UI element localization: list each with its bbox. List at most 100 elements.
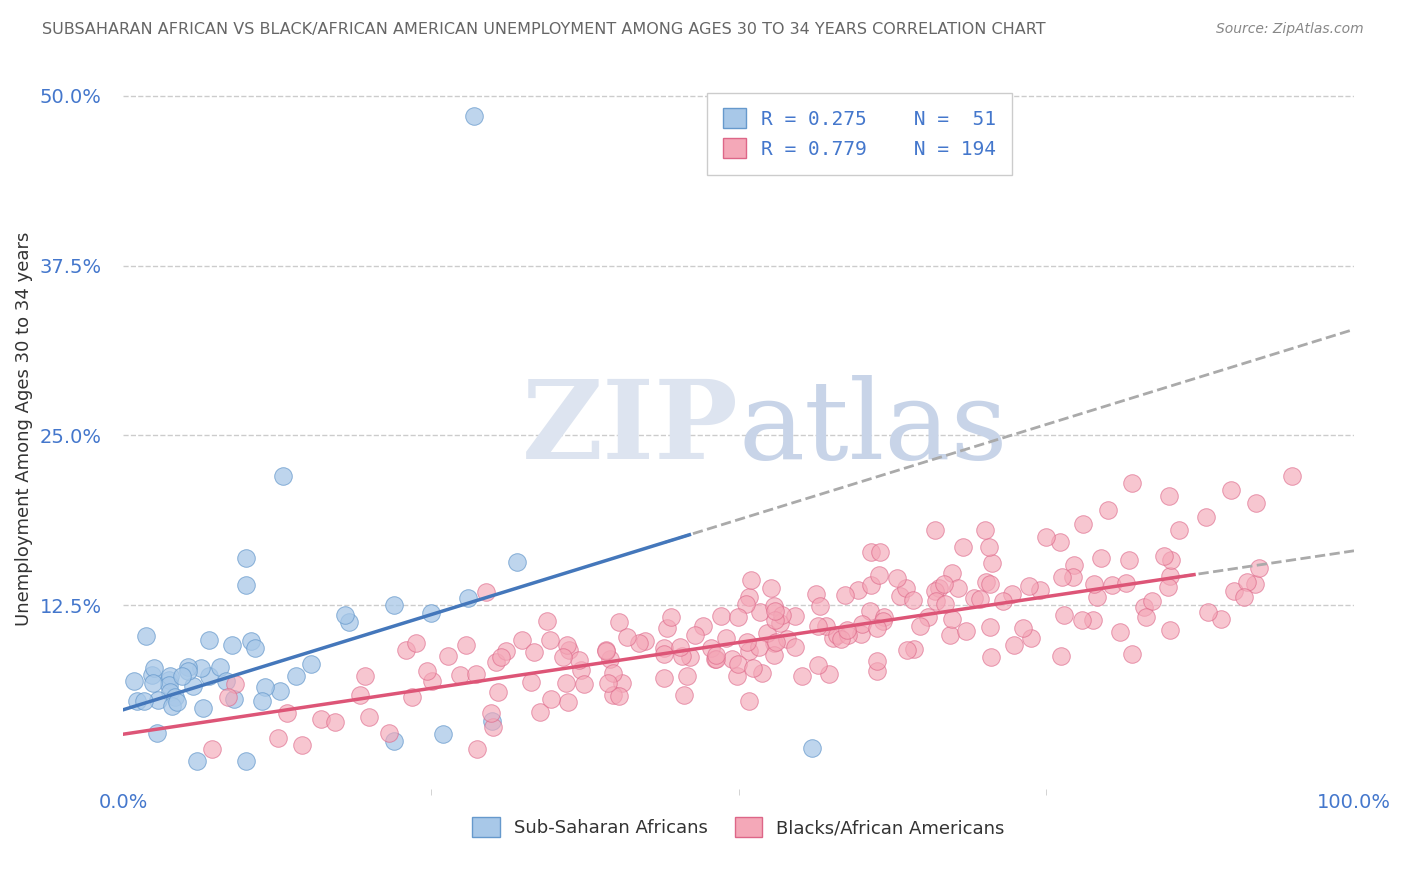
- Point: [465, 742, 488, 756]
- Point: [520, 674, 543, 689]
- Point: [401, 690, 423, 704]
- Point: [170, 669, 193, 683]
- Point: [405, 635, 427, 649]
- Point: [974, 575, 997, 590]
- Point: [817, 666, 839, 681]
- Point: [703, 652, 725, 666]
- Point: [181, 679, 204, 693]
- Point: [1281, 469, 1303, 483]
- Point: [1070, 613, 1092, 627]
- Point: [125, 694, 148, 708]
- Point: [201, 741, 224, 756]
- Point: [1135, 610, 1157, 624]
- Point: [963, 591, 986, 606]
- Point: [349, 688, 371, 702]
- Point: [536, 614, 558, 628]
- Point: [569, 663, 592, 677]
- Point: [607, 615, 630, 629]
- Point: [1118, 553, 1140, 567]
- Point: [395, 643, 418, 657]
- Point: [837, 628, 859, 642]
- Point: [1018, 579, 1040, 593]
- Point: [704, 648, 727, 662]
- Point: [1160, 553, 1182, 567]
- Point: [830, 632, 852, 646]
- Point: [979, 541, 1001, 555]
- Point: [1063, 558, 1085, 572]
- Point: [804, 587, 827, 601]
- Point: [869, 544, 891, 558]
- Point: [823, 631, 845, 645]
- Point: [616, 630, 638, 644]
- Point: [769, 616, 792, 631]
- Point: [135, 629, 157, 643]
- Point: [432, 727, 454, 741]
- Point: [1197, 605, 1219, 619]
- Point: [866, 664, 889, 678]
- Point: [699, 640, 721, 655]
- Point: [763, 604, 786, 618]
- Point: [783, 609, 806, 624]
- Point: [908, 618, 931, 632]
- Point: [868, 568, 890, 582]
- Point: [162, 698, 184, 713]
- Point: [924, 523, 946, 537]
- Point: [596, 675, 619, 690]
- Point: [353, 668, 375, 682]
- Point: [759, 582, 782, 596]
- Point: [896, 643, 918, 657]
- Point: [163, 690, 186, 704]
- Point: [785, 640, 807, 654]
- Point: [932, 576, 955, 591]
- Point: [1081, 613, 1104, 627]
- Point: [485, 656, 508, 670]
- Point: [834, 588, 856, 602]
- Point: [776, 632, 799, 647]
- Point: [1101, 577, 1123, 591]
- Point: [1049, 534, 1071, 549]
- Text: SUBSAHARAN AFRICAN VS BLACK/AFRICAN AMERICAN UNEMPLOYMENT AMONG AGES 30 TO 34 YE: SUBSAHARAN AFRICAN VS BLACK/AFRICAN AMER…: [42, 22, 1046, 37]
- Point: [652, 647, 675, 661]
- Point: [979, 577, 1001, 591]
- Point: [602, 688, 624, 702]
- Point: [1109, 624, 1132, 639]
- Point: [672, 688, 695, 702]
- Point: [224, 677, 246, 691]
- Point: [186, 755, 208, 769]
- Point: [866, 654, 889, 668]
- Point: [1209, 612, 1232, 626]
- Point: [825, 628, 848, 642]
- Point: [215, 674, 238, 689]
- Point: [198, 669, 221, 683]
- Point: [738, 644, 761, 658]
- Point: [1233, 590, 1256, 604]
- Point: [1153, 549, 1175, 563]
- Point: [924, 583, 946, 598]
- Point: [607, 690, 630, 704]
- Point: [955, 624, 977, 639]
- Point: [489, 650, 512, 665]
- Point: [250, 694, 273, 708]
- Point: [683, 628, 706, 642]
- Point: [808, 599, 831, 613]
- Point: [969, 592, 991, 607]
- Point: [979, 620, 1001, 634]
- Point: [208, 660, 231, 674]
- Point: [851, 617, 873, 632]
- Point: [801, 740, 824, 755]
- Point: [762, 648, 785, 662]
- Point: [1159, 490, 1181, 504]
- Point: [141, 676, 163, 690]
- Point: [763, 613, 786, 627]
- Point: [1002, 638, 1025, 652]
- Point: [917, 610, 939, 624]
- Point: [486, 685, 509, 699]
- Point: [763, 599, 786, 613]
- Point: [657, 621, 679, 635]
- Point: [1236, 575, 1258, 590]
- Point: [612, 676, 634, 690]
- Point: [735, 635, 758, 649]
- Point: [1247, 561, 1270, 575]
- Point: [357, 709, 380, 723]
- Point: [240, 633, 263, 648]
